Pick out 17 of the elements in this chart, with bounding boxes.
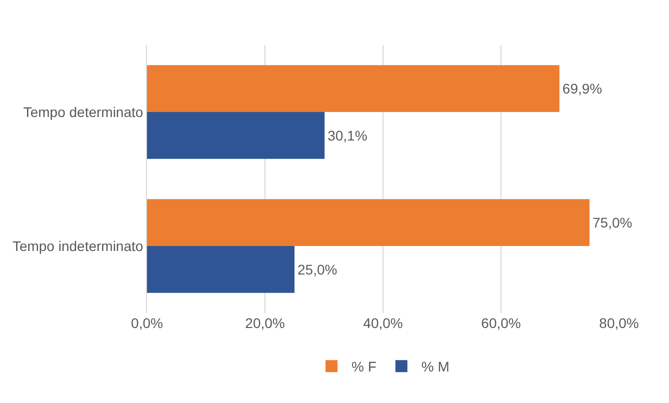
x-tick-label: 0,0% — [131, 315, 163, 331]
x-tick-label: 20,0% — [245, 315, 285, 331]
data-label: 69,9% — [562, 80, 602, 97]
legend-label: % M — [421, 358, 450, 375]
bar — [147, 246, 294, 293]
y-tick-label: Tempo indeterminato — [12, 238, 144, 254]
bar — [147, 112, 325, 159]
bar — [147, 65, 560, 112]
data-label: 30,1% — [328, 127, 368, 144]
x-tick-label: 80,0% — [599, 315, 639, 331]
data-label: 25,0% — [298, 261, 338, 278]
y-tick-label: Tempo determinato — [23, 104, 144, 120]
x-tick-label: 40,0% — [363, 315, 403, 331]
legend-label: % F — [352, 358, 376, 375]
data-label: 75,0% — [592, 214, 632, 231]
x-tick-label: 60,0% — [481, 315, 521, 331]
bar — [147, 199, 590, 246]
